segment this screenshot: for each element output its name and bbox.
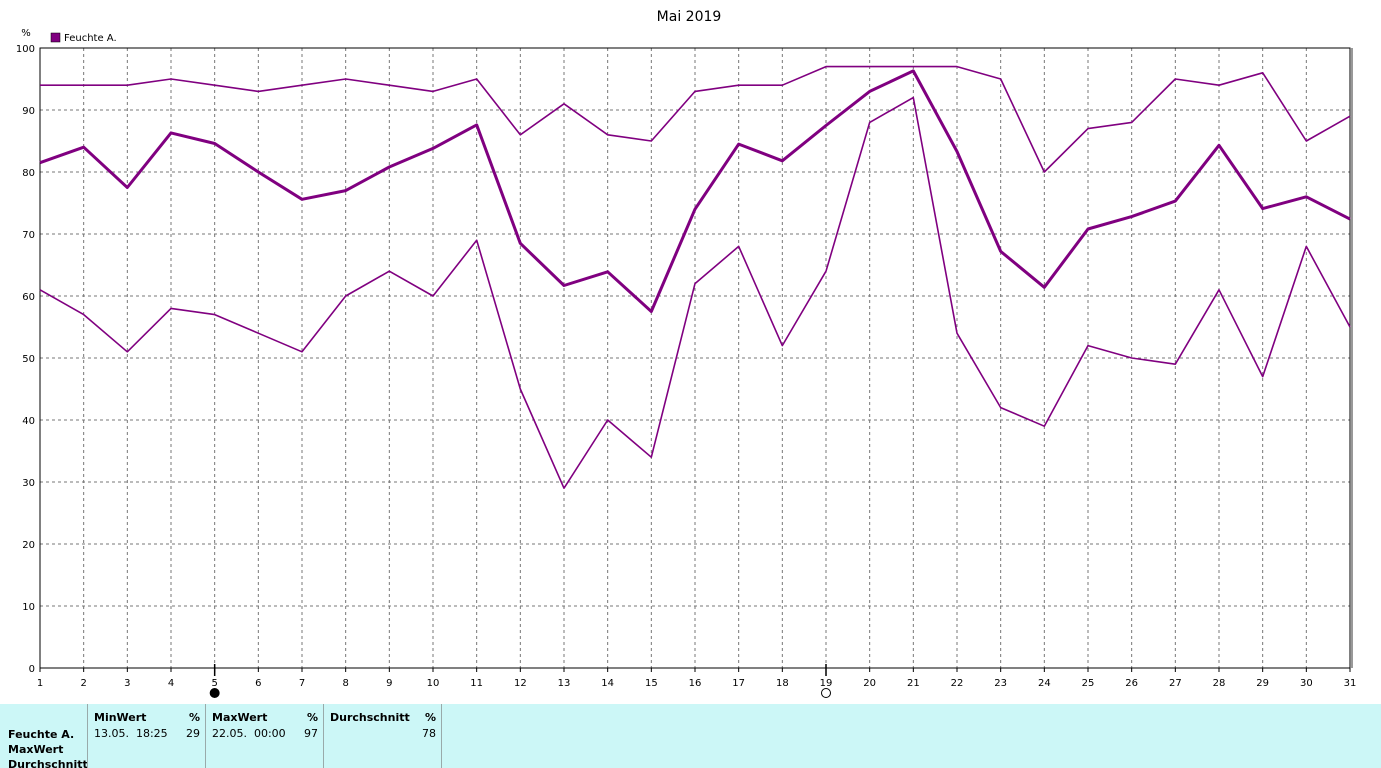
x-tick-label: 20 xyxy=(863,678,876,689)
stat-time-maxwert: 22.05. 00:00 xyxy=(212,727,286,740)
stats-panel: Feuchte A. MaxWert Durchschnitt MinWert … xyxy=(0,704,1381,768)
x-tick-label: 5 xyxy=(211,678,217,689)
x-tick-label: 22 xyxy=(951,678,964,689)
y-tick-label: 10 xyxy=(22,602,35,613)
legend-swatch xyxy=(50,32,61,43)
y-tick-label: 70 xyxy=(22,230,35,241)
y-tick-label: 60 xyxy=(22,292,35,303)
x-tick-label: 13 xyxy=(558,678,571,689)
stat-header-minwert: MinWert xyxy=(94,711,147,724)
x-tick-label: 16 xyxy=(689,678,702,689)
x-tick-label: 27 xyxy=(1169,678,1182,689)
row-label-durchschnitt: Durchschnitt xyxy=(8,758,88,768)
stat-column-maxwert: MaxWert % 22.05. 00:00 97 xyxy=(205,704,324,768)
y-tick-label: 90 xyxy=(22,106,35,117)
x-tick-label: 7 xyxy=(299,678,305,689)
x-tick-label: 14 xyxy=(601,678,614,689)
chart-canvas: Mai 2019 % Feuchte A. 0 10 20 30 40 50 60 70 80 9… xyxy=(16,9,1356,698)
y-tick-label: 50 xyxy=(22,354,35,365)
stat-unit-maxwert: % xyxy=(306,711,318,724)
x-tick-label: 29 xyxy=(1256,678,1269,689)
row-label-feuchte: Feuchte A. xyxy=(8,728,75,741)
x-tick-label: 31 xyxy=(1344,678,1357,689)
stats-row-labels: Feuchte A. MaxWert Durchschnitt xyxy=(8,727,88,768)
x-tick-label: 2 xyxy=(80,678,86,689)
x-tick-label: 3 xyxy=(124,678,130,689)
y-tick-label: 80 xyxy=(22,168,35,179)
legend-label: Feuchte A. xyxy=(64,33,117,44)
x-tick-label: 21 xyxy=(907,678,920,689)
stat-unit-minwert: % xyxy=(188,711,200,724)
x-tick-label: 12 xyxy=(514,678,527,689)
x-tick-label: 8 xyxy=(342,678,348,689)
stat-value-durchschnitt: 78 xyxy=(422,727,436,740)
y-tick-label: 0 xyxy=(29,664,35,675)
x-tick-label: 25 xyxy=(1082,678,1095,689)
y-tick-label: 40 xyxy=(22,416,35,427)
x-tick-label: 15 xyxy=(645,678,658,689)
stat-column-durchschnitt: Durchschnitt % 78 xyxy=(323,704,442,768)
y-tick-label: 30 xyxy=(22,478,35,489)
moon-markers xyxy=(209,664,831,698)
x-tick-label: 19 xyxy=(820,678,833,689)
stat-unit-durchschnitt: % xyxy=(424,711,436,724)
stat-column-minwert: MinWert % 13.05. 18:25 29 xyxy=(87,704,206,768)
stat-header-maxwert: MaxWert xyxy=(212,711,268,724)
x-tick-label: 11 xyxy=(470,678,483,689)
chart-title: Mai 2019 xyxy=(657,9,722,25)
series-line-min xyxy=(39,96,1351,490)
x-tick-label: 10 xyxy=(427,678,440,689)
grid xyxy=(40,48,1350,668)
row-label-maxwert: MaxWert xyxy=(8,743,64,756)
plot-frame xyxy=(39,47,1351,669)
stat-value-maxwert: 97 xyxy=(304,727,318,740)
stat-value-minwert: 29 xyxy=(186,727,200,740)
x-tick-label: 28 xyxy=(1213,678,1226,689)
new-moon-icon xyxy=(209,688,220,698)
x-tick-label: 18 xyxy=(776,678,789,689)
stat-column-divider xyxy=(441,704,442,768)
x-tick-label: 4 xyxy=(168,678,174,689)
y-tick-label: 20 xyxy=(22,540,35,551)
x-tick-label: 26 xyxy=(1125,678,1138,689)
y-axis-unit: % xyxy=(21,28,31,39)
full-moon-icon xyxy=(821,688,831,698)
stat-time-minwert: 13.05. 18:25 xyxy=(94,727,168,740)
series-line-max xyxy=(40,65,1351,173)
x-tick-label: 24 xyxy=(1038,678,1051,689)
x-tick-label: 6 xyxy=(255,678,261,689)
x-tick-label: 30 xyxy=(1300,678,1313,689)
series-line-average xyxy=(39,69,1351,313)
x-tick-label: 1 xyxy=(37,678,43,689)
y-tick-label: 100 xyxy=(16,44,35,55)
stat-header-durchschnitt: Durchschnitt xyxy=(330,711,410,724)
x-tick-label: 9 xyxy=(386,678,392,689)
x-tick-label: 23 xyxy=(994,678,1007,689)
x-tick-label: 17 xyxy=(732,678,745,689)
series xyxy=(39,65,1351,490)
